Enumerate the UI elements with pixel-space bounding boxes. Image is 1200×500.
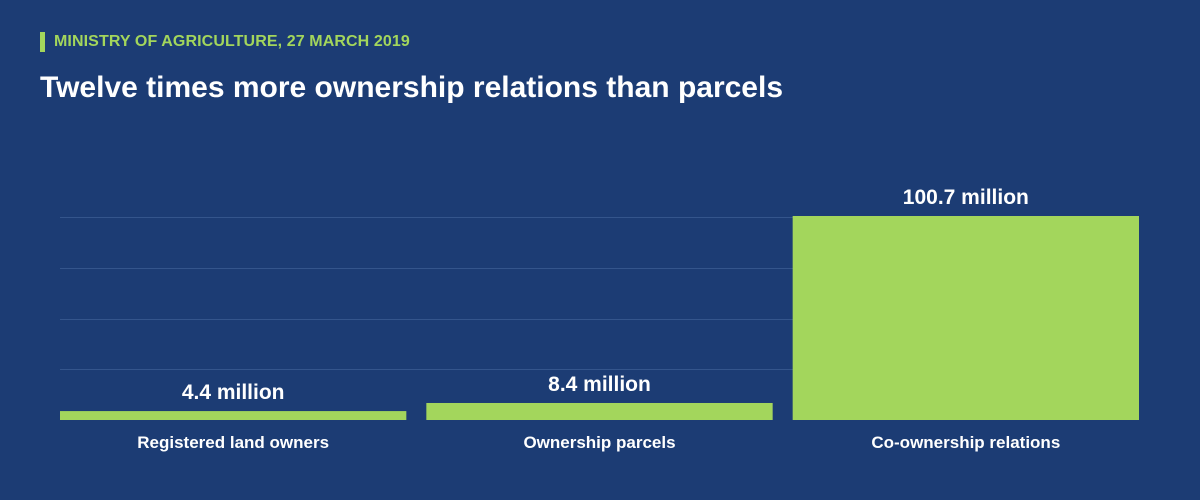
value-label-1: 4.4 million (182, 381, 285, 404)
bars (60, 216, 1139, 420)
source-accent-bar (40, 32, 45, 52)
chart-title: Twelve times more ownership relations th… (40, 71, 784, 104)
value-label-2: 8.4 million (548, 373, 651, 396)
source-line: MINISTRY OF AGRICULTURE, 27 MARCH 2019 (40, 32, 410, 52)
bar-3 (792, 216, 1139, 420)
category-label-1: Registered land owners (137, 433, 329, 452)
value-label-3: 100.7 million (903, 186, 1029, 209)
labels: 4.4 million Registered land owners 8.4 mil… (137, 186, 1060, 452)
bar-1 (60, 411, 407, 420)
source-text: MINISTRY OF AGRICULTURE, 27 MARCH 2019 (54, 33, 410, 50)
category-label-3: Co-ownership relations (871, 433, 1060, 452)
bar-2 (426, 402, 773, 420)
category-label-2: Ownership parcels (523, 433, 675, 452)
